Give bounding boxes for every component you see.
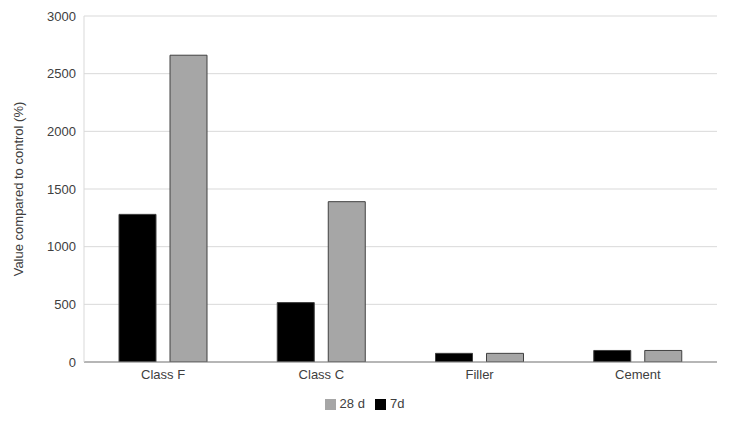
svg-text:Class F: Class F [141,367,185,382]
svg-text:Value compared to control (%): Value compared to control (%) [11,102,26,277]
svg-text:Cement: Cement [615,367,661,382]
html-text:28 d: 28 d [339,396,365,411]
svg-text:Class C: Class C [299,367,345,382]
svg-text:2000: 2000 [47,124,76,139]
svg-text:Filler: Filler [466,367,495,382]
svg-text:0: 0 [69,355,76,370]
svg-text:1000: 1000 [47,239,76,254]
svg-text:1500: 1500 [47,182,76,197]
svg-text:3000: 3000 [47,9,76,24]
svg-text:500: 500 [54,297,76,312]
svg-text:2500: 2500 [47,66,76,81]
html-text:7d: 7d [389,396,405,411]
